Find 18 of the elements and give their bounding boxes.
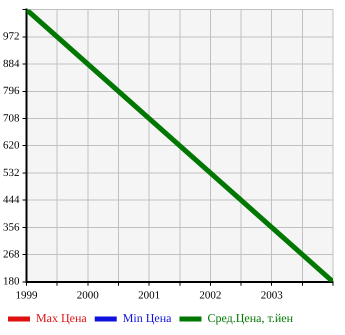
y-tick-label: 532 (3, 166, 20, 179)
y-tick-label: 884 (3, 58, 20, 70)
x-tick-label: 1999 (16, 289, 38, 302)
y-tick-label: 972 (3, 30, 20, 43)
legend-label: Max Цена (36, 311, 88, 326)
x-tick-label: 2001 (138, 289, 160, 302)
y-tick-label: 356 (3, 221, 20, 234)
x-tick-label: 2000 (76, 289, 100, 302)
y-tick-label: 180 (3, 276, 20, 288)
y-tick-label: 708 (3, 112, 20, 124)
x-tick-label: 2002 (199, 289, 222, 302)
y-tick-label: 444 (3, 194, 20, 206)
x-tick-label: 2003 (260, 289, 284, 302)
legend-label: Сред.Цена, т.йен (207, 311, 294, 326)
y-tick-label: 620 (3, 140, 20, 152)
y-tick-label: 268 (3, 248, 20, 260)
legend-label: Min Цена (122, 311, 172, 326)
y-tick-label: 796 (3, 85, 20, 98)
